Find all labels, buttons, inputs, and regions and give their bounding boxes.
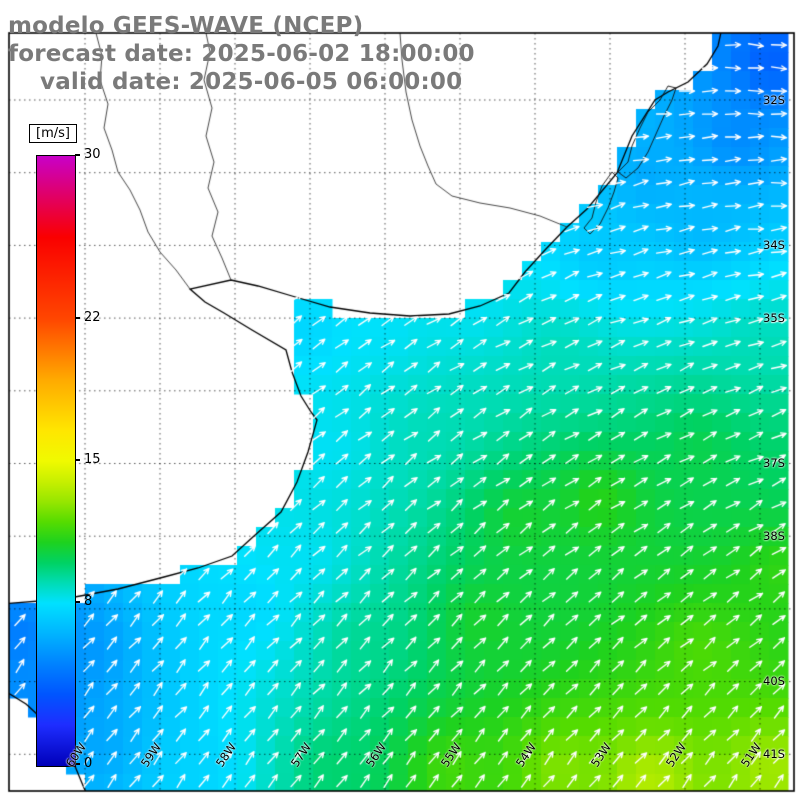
colorbar-tick-mark <box>75 154 80 156</box>
colorbar-tick-label-0: 0 <box>84 756 93 771</box>
title-line-forecast-date: forecast date: 2025-06-02 18:00:00 <box>8 41 475 67</box>
lat-label-32s: 32S <box>763 93 785 107</box>
colorbar-tick-mark <box>75 459 80 461</box>
title-block: modelo GEFS-WAVE (NCEP) forecast date: 2… <box>8 12 475 96</box>
colorbar-tick-mark <box>75 601 80 603</box>
lat-label-40s: 40S <box>763 674 785 688</box>
colorbar-unit-label: [m/s] <box>29 124 77 143</box>
lat-label-37s: 37S <box>763 456 785 470</box>
lat-label-38s: 38S <box>763 529 785 543</box>
colorbar-tick-mark <box>75 317 80 319</box>
lat-label-41s: 41S <box>763 747 785 761</box>
title-line-model: modelo GEFS-WAVE (NCEP) <box>8 13 364 39</box>
title-line-valid-date: valid date: 2025-06-05 06:00:00 <box>40 69 463 95</box>
colorbar-tick-mark <box>75 763 80 765</box>
colorbar-tick-label-30: 30 <box>84 147 101 162</box>
lat-label-35s: 35S <box>763 311 785 325</box>
colorbar-gradient <box>36 155 76 767</box>
colorbar-tick-label-8: 8 <box>84 594 93 609</box>
colorbar-tick-label-22: 22 <box>84 310 101 325</box>
colorbar-tick-label-15: 15 <box>84 452 101 467</box>
lat-label-34s: 34S <box>763 238 785 252</box>
